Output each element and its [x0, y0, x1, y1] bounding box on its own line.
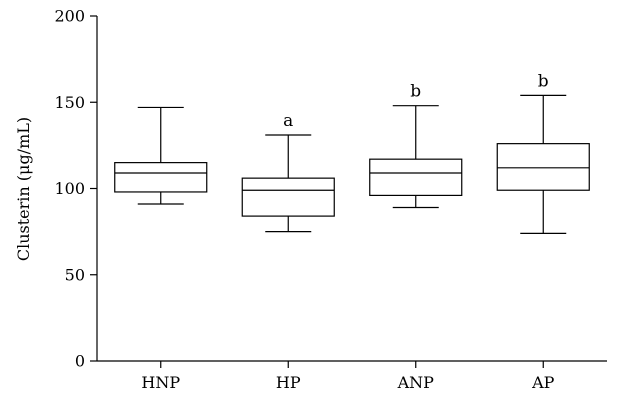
- box-ap: b: [496, 71, 590, 234]
- x-tick-label: HNP: [141, 373, 180, 392]
- x-tick-label: ANP: [397, 373, 435, 392]
- iqr-box: [241, 177, 335, 217]
- significance-label: b: [410, 82, 421, 102]
- x-tick-label: AP: [531, 373, 555, 392]
- y-tick-label: 100: [54, 179, 85, 198]
- y-tick-label: 50: [65, 265, 85, 284]
- box-anp: b: [369, 82, 463, 209]
- boxes: a b b: [114, 71, 590, 234]
- y-ticks: 0 50 100 150 200: [54, 7, 97, 371]
- x-tick-label: HP: [276, 373, 301, 392]
- iqr-box: [369, 158, 463, 197]
- y-axis-title: Clusterin (μg/mL): [14, 117, 33, 261]
- y-tick-label: 0: [75, 352, 85, 371]
- significance-label: a: [283, 111, 293, 131]
- x-ticks: HNP HP ANP AP: [141, 361, 555, 392]
- significance-label: b: [538, 71, 549, 91]
- box-hnp: [114, 106, 208, 205]
- iqr-box: [114, 162, 208, 193]
- y-tick-label: 150: [54, 93, 85, 112]
- iqr-box: [496, 143, 590, 191]
- box-hp: a: [241, 111, 335, 233]
- y-tick-label: 200: [54, 7, 85, 26]
